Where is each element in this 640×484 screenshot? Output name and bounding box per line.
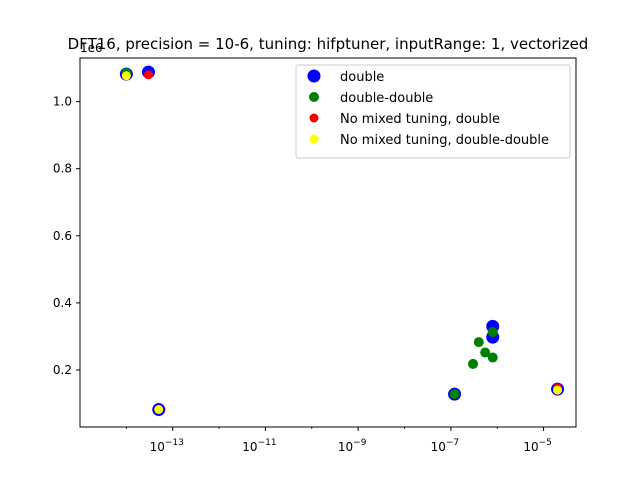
legend-label-3: No mixed tuning, double-double	[340, 133, 549, 148]
y-tick-label-0: 0.2	[53, 363, 72, 377]
data-point-1-4	[480, 347, 491, 358]
legend-marker-2	[309, 113, 319, 123]
data-point-1-2	[467, 358, 478, 369]
y-axis-offset-label: 1e6	[80, 41, 103, 55]
x-tick-label-4: 10−5	[523, 438, 552, 454]
points-layer	[119, 65, 565, 417]
legend-marker-1	[309, 92, 319, 102]
y-tick-label-2: 0.6	[53, 229, 72, 243]
data-point-3-2	[553, 385, 563, 395]
legend-label-2: No mixed tuning, double	[340, 112, 500, 127]
legend-marker-3	[309, 134, 319, 144]
data-point-1-1	[449, 389, 460, 400]
y-tick-label-4: 1.0	[53, 95, 72, 109]
legend-label-1: double-double	[340, 91, 433, 106]
x-tick-label-0: 10−13	[150, 438, 184, 454]
legend-marker-0	[307, 69, 321, 83]
x-axis: 10−13 10−11 10−9 10−7 10−5	[125, 427, 552, 454]
data-point-1-6	[487, 327, 498, 338]
data-point-3-1	[154, 405, 164, 415]
data-point-1-3	[473, 337, 484, 348]
plot-frame	[79, 57, 577, 428]
data-point-2-0	[143, 70, 153, 80]
y-tick-label-3: 0.8	[53, 162, 72, 176]
data-point-3-0	[121, 71, 131, 81]
chart-title: DFT16, precision = 10-6, tuning: hifptun…	[68, 35, 589, 53]
y-tick-label-1: 0.4	[53, 296, 72, 310]
x-tick-label-1: 10−11	[242, 438, 276, 454]
y-axis: 0.2 0.4 0.6 0.8 1.0	[53, 95, 80, 377]
legend: double double-double No mixed tuning, doub…	[295, 64, 571, 159]
legend-label-0: double	[340, 70, 384, 85]
legend-box	[295, 64, 571, 159]
data-point-1-5	[487, 352, 498, 363]
x-tick-label-2: 10−9	[338, 438, 367, 454]
x-tick-label-3: 10−7	[431, 438, 460, 454]
